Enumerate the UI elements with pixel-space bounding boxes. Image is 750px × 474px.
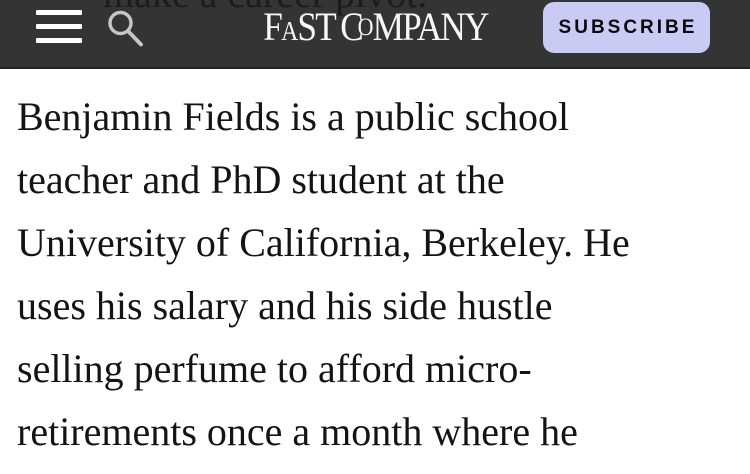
fast-company-logo[interactable]: F A ST C O MPANY <box>262 4 489 53</box>
article-paragraph: Benjamin Fields is a public school teach… <box>17 94 630 454</box>
logo-letter-small-o: O <box>357 14 373 41</box>
logo-container: F A ST C O MPANY <box>0 7 750 53</box>
search-icon <box>108 10 143 47</box>
search-button[interactable] <box>106 9 146 49</box>
logo-letters-st: ST <box>296 4 336 49</box>
menu-icon <box>36 10 82 43</box>
logo-letter-small-a: A <box>280 16 298 46</box>
menu-button[interactable] <box>36 10 82 43</box>
logo-letter: F <box>262 4 283 49</box>
article-body: Benjamin Fields is a public school teach… <box>0 69 750 463</box>
logo-letters-mpany: MPANY <box>372 4 489 49</box>
subscribe-button[interactable]: SUBSCRIBE <box>543 2 710 53</box>
logo-letter-c: C <box>339 4 363 49</box>
